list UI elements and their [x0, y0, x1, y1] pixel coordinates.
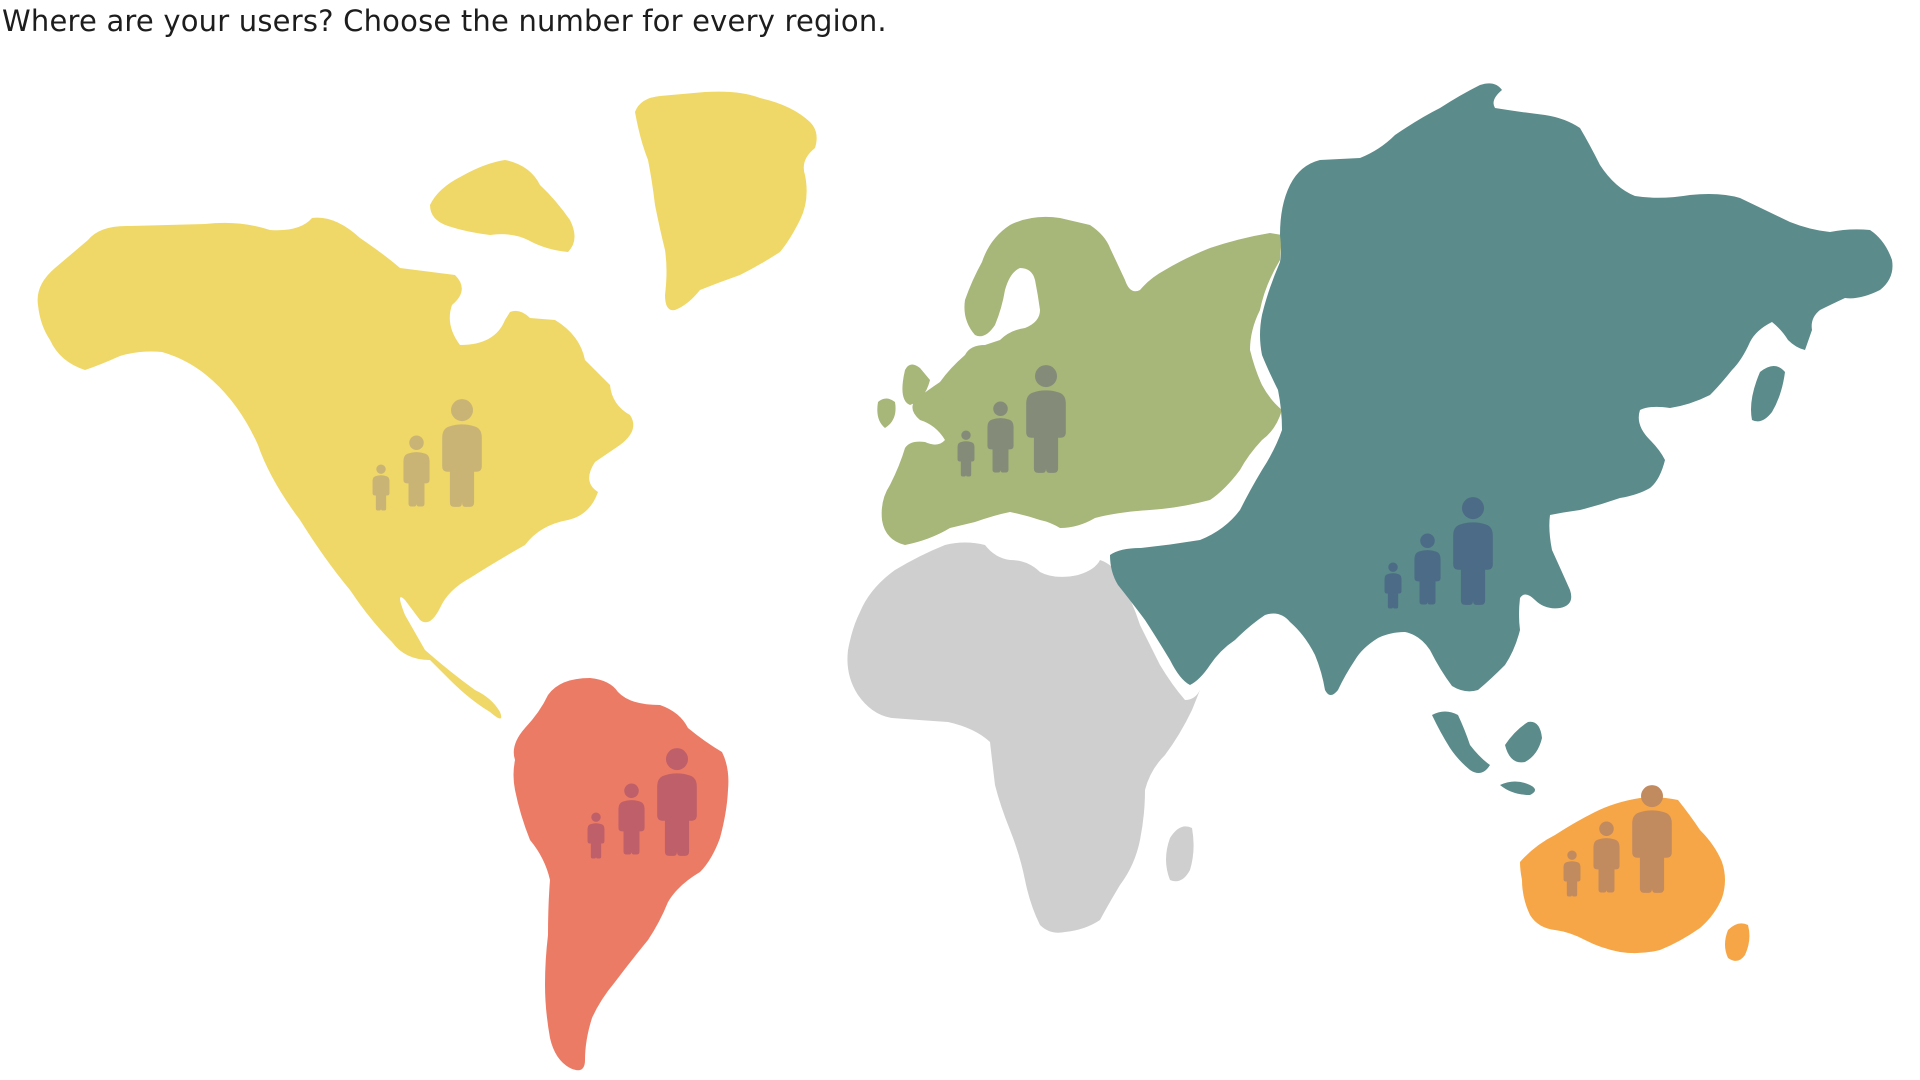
region-asia[interactable]: [1110, 83, 1893, 795]
region-oceania[interactable]: [1520, 797, 1750, 961]
region-greenland[interactable]: [635, 91, 817, 311]
arctic-island-shape[interactable]: [430, 160, 575, 252]
indonesia-shape[interactable]: [1432, 711, 1542, 796]
australia-shape[interactable]: [1520, 797, 1750, 961]
region-south-america[interactable]: [513, 678, 729, 1071]
region-africa[interactable]: [847, 542, 1200, 933]
region-north-america[interactable]: [37, 160, 634, 719]
greenland-shape[interactable]: [635, 91, 817, 311]
europe-shape[interactable]: [877, 216, 1282, 545]
africa-shape[interactable]: [847, 542, 1200, 933]
asia-shape[interactable]: [1110, 83, 1893, 696]
south-america-shape[interactable]: [513, 678, 729, 1071]
north-america-shape[interactable]: [37, 217, 634, 719]
region-europe[interactable]: [877, 216, 1282, 545]
question-prompt: Where are your users? Choose the number …: [2, 4, 887, 38]
